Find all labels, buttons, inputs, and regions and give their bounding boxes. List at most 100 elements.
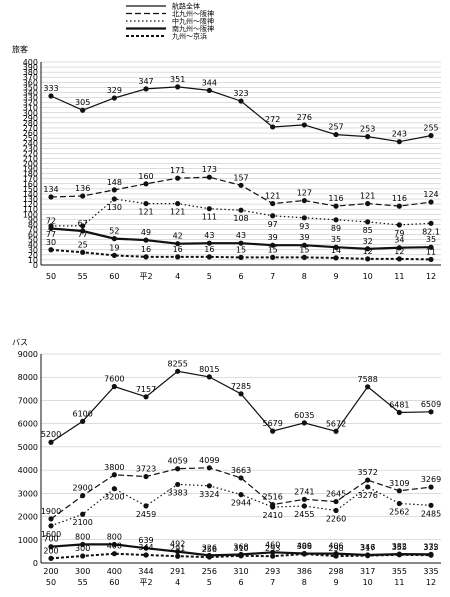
chart-title: 旅客 [12,44,28,54]
data-label: 3276 [357,491,377,500]
x-sub-tick-label: 400 [107,567,122,576]
y-tick-label: 6000 [18,420,38,429]
data-label: 124 [423,190,438,199]
data-point [48,93,54,99]
data-point [48,439,54,445]
y-tick-label: 20 [28,251,38,260]
data-label: 16 [204,245,214,254]
data-point [143,545,149,551]
chart-title: バス [12,338,28,347]
data-point [333,203,339,209]
data-point [428,199,434,205]
data-label: 34 [394,236,404,245]
legend-label: 北九州～阪神 [172,9,214,18]
data-label: 121 [265,192,280,201]
data-point [111,472,117,478]
data-label: 16 [173,245,183,254]
data-label: 639 [138,536,153,545]
data-label: 43 [236,231,246,240]
data-label: 255 [423,124,438,133]
y-tick-label: 90 [28,215,38,224]
data-label: 77 [78,230,88,239]
data-label: 2455 [294,510,314,519]
data-point [143,394,149,400]
data-label: 2741 [294,487,314,496]
data-label: 335 [423,543,438,552]
data-label: 136 [75,184,90,193]
data-point [80,511,86,517]
data-point [143,86,149,92]
data-label: 14 [331,246,341,255]
data-point [111,95,117,101]
data-label: 19 [109,243,119,252]
data-label: 6100 [72,409,92,418]
data-label: 3269 [421,475,441,484]
x-sub-tick-label: 335 [423,567,438,576]
data-point [333,498,339,505]
data-label: 2944 [231,499,251,508]
data-point [333,217,339,223]
data-label: 317 [360,544,375,553]
data-point [80,228,86,234]
data-point [238,98,244,104]
data-point [143,552,149,558]
data-label: 344 [202,78,217,87]
x-sub-tick-label: 355 [392,567,407,576]
data-point [428,409,434,415]
y-tick-label: 80 [28,220,38,229]
data-label: 2562 [389,508,409,517]
data-label: 6481 [389,400,409,409]
data-point [428,502,434,508]
x-sub-tick-label: 256 [202,567,217,576]
y-tick-label: 180 [23,170,38,179]
data-label: 35 [331,235,341,244]
x-tick-label: 5 [207,578,212,587]
data-label: 6035 [294,411,314,420]
data-point [238,391,244,397]
data-point [301,197,307,204]
data-point [270,553,276,559]
data-label: 3383 [167,488,187,497]
data-point [396,409,402,416]
data-label: 72 [46,216,56,225]
data-label: 256 [202,545,217,554]
data-point [206,206,212,212]
data-point [301,215,307,221]
data-label: 108 [233,214,248,223]
data-point [428,132,434,139]
y-tick-label: 250 [23,134,38,143]
data-point [143,473,149,480]
data-label: 300 [75,544,90,553]
data-label: 4099 [199,456,219,465]
data-point [333,255,339,261]
x-tick-label: 55 [78,272,88,281]
y-tick-label: 140 [23,190,38,199]
data-point [80,193,86,199]
data-point [80,107,86,113]
data-label: 93 [299,222,309,231]
y-tick-label: 1000 [18,536,38,545]
data-label: 157 [233,173,248,182]
y-tick-label: 110 [23,205,38,214]
x-tick-label: 11 [394,578,404,587]
data-label: 6509 [421,400,441,409]
data-point [270,549,276,555]
y-tick-label: 2000 [18,513,38,522]
x-tick-label: 11 [394,272,404,281]
data-point [238,240,244,246]
y-tick-label: 3000 [18,489,38,498]
y-tick-label: 70 [28,225,38,234]
data-label: 79 [394,229,404,238]
data-point [396,488,402,494]
data-label: 272 [265,115,280,124]
data-label: 39 [268,233,278,242]
y-tick-label: 120 [23,200,38,209]
x-tick-label: 5 [207,272,212,281]
y-tick-label: 30 [28,246,38,255]
data-label: 1900 [41,507,61,516]
data-label: 355 [392,543,407,552]
data-point [428,484,434,490]
data-point [143,200,149,207]
x-tick-label: 12 [426,578,436,587]
